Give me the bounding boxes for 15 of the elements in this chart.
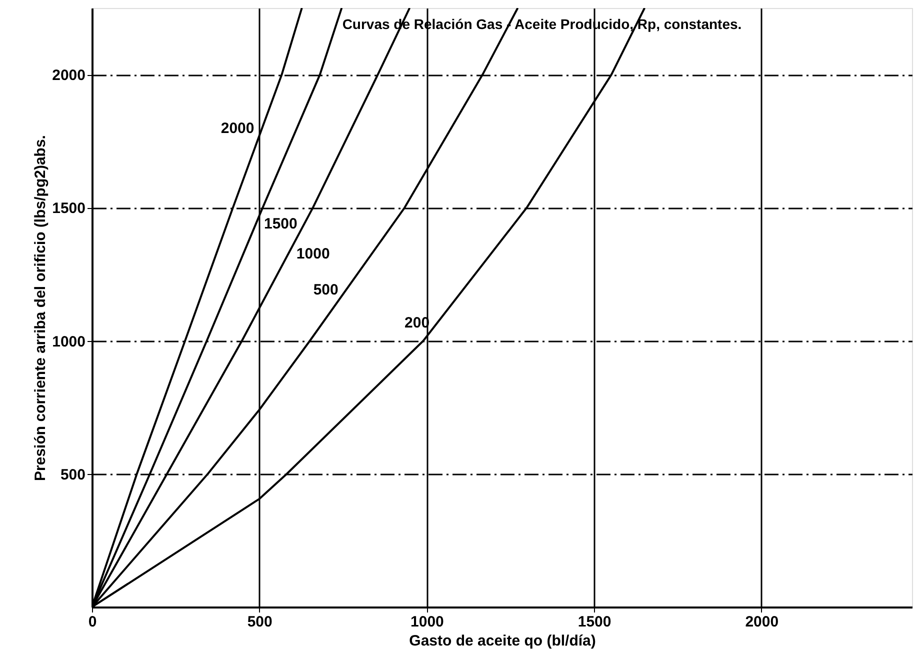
- x-tick-label: 1500: [578, 614, 612, 630]
- y-tick-label: 2000: [52, 67, 86, 84]
- series-label: 500: [313, 282, 338, 299]
- x-tick-label: 2000: [745, 614, 779, 630]
- x-tick-label: 500: [247, 614, 272, 630]
- y-axis-title: Presión corriente arriba del orificio (lbs/pg2)abs.: [32, 135, 50, 481]
- y-tick-label: 1500: [52, 200, 86, 218]
- series-label: 1000: [296, 246, 330, 263]
- y-tick-label: 500: [60, 466, 86, 484]
- x-axis-title: Gasto de aceite qo (bl/día): [409, 632, 596, 650]
- x-tick-label: 0: [88, 614, 97, 630]
- x-tick-label: 1000: [410, 614, 444, 630]
- series-label: 1500: [264, 216, 298, 233]
- y-tick-label: 1000: [52, 333, 86, 350]
- series-label: 2000: [220, 120, 254, 137]
